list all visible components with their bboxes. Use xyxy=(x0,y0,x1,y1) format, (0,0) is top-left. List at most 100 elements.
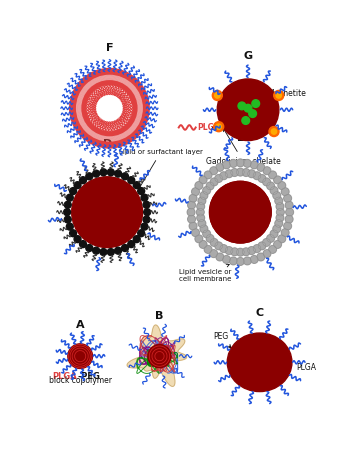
Circle shape xyxy=(275,197,283,205)
Circle shape xyxy=(189,222,197,230)
Text: Magnetite: Magnetite xyxy=(256,89,306,106)
Circle shape xyxy=(274,90,284,101)
Text: block copolymer: block copolymer xyxy=(49,376,112,385)
Circle shape xyxy=(276,214,284,222)
Circle shape xyxy=(263,178,270,186)
Circle shape xyxy=(70,188,77,195)
Circle shape xyxy=(270,187,278,194)
Circle shape xyxy=(64,202,71,208)
Ellipse shape xyxy=(227,333,292,392)
Circle shape xyxy=(281,229,289,236)
Circle shape xyxy=(278,235,286,243)
Circle shape xyxy=(138,188,145,195)
Circle shape xyxy=(63,209,71,216)
Circle shape xyxy=(269,246,276,253)
Circle shape xyxy=(197,214,205,222)
Circle shape xyxy=(269,171,276,179)
Circle shape xyxy=(204,246,212,253)
Circle shape xyxy=(68,344,92,369)
Circle shape xyxy=(188,202,195,209)
Circle shape xyxy=(209,181,271,243)
Circle shape xyxy=(72,177,142,247)
Text: Lipid vesicle or
cell membrane: Lipid vesicle or cell membrane xyxy=(179,264,231,282)
Circle shape xyxy=(143,202,150,208)
Circle shape xyxy=(199,241,207,248)
Text: F: F xyxy=(106,43,113,53)
Circle shape xyxy=(74,235,81,243)
Circle shape xyxy=(148,345,171,368)
Circle shape xyxy=(195,235,203,243)
Circle shape xyxy=(223,161,230,169)
Circle shape xyxy=(271,129,277,134)
Circle shape xyxy=(236,168,244,176)
Circle shape xyxy=(214,122,224,132)
Circle shape xyxy=(231,168,238,176)
Circle shape xyxy=(70,230,77,237)
Circle shape xyxy=(276,93,282,98)
Circle shape xyxy=(284,222,292,230)
Circle shape xyxy=(225,247,233,254)
Circle shape xyxy=(133,235,140,243)
Circle shape xyxy=(215,242,223,250)
Circle shape xyxy=(210,250,218,257)
Circle shape xyxy=(86,173,93,180)
Circle shape xyxy=(285,215,293,223)
Text: PLGA: PLGA xyxy=(287,357,316,372)
Circle shape xyxy=(250,161,258,169)
Circle shape xyxy=(206,235,214,242)
Circle shape xyxy=(197,202,205,210)
Text: –PEG: –PEG xyxy=(77,372,100,381)
Circle shape xyxy=(244,257,251,265)
Circle shape xyxy=(107,169,114,176)
Circle shape xyxy=(274,241,282,248)
Circle shape xyxy=(141,194,148,201)
Circle shape xyxy=(212,90,222,101)
Circle shape xyxy=(249,110,256,118)
Circle shape xyxy=(86,245,93,252)
Circle shape xyxy=(187,208,195,216)
Circle shape xyxy=(244,104,252,112)
Circle shape xyxy=(141,223,148,230)
Circle shape xyxy=(257,163,265,171)
Circle shape xyxy=(138,230,145,237)
Circle shape xyxy=(267,235,275,242)
Circle shape xyxy=(192,188,199,196)
Circle shape xyxy=(66,194,73,201)
Circle shape xyxy=(87,86,132,130)
Circle shape xyxy=(66,223,73,230)
Circle shape xyxy=(190,162,290,262)
Circle shape xyxy=(273,225,280,233)
Circle shape xyxy=(242,168,250,176)
Circle shape xyxy=(115,247,121,254)
Circle shape xyxy=(209,181,271,243)
Text: –PEG: –PEG xyxy=(212,123,233,132)
Circle shape xyxy=(192,229,199,236)
Circle shape xyxy=(216,124,221,129)
Circle shape xyxy=(198,219,206,227)
Circle shape xyxy=(236,159,244,167)
Circle shape xyxy=(203,230,210,238)
Circle shape xyxy=(100,249,107,256)
Circle shape xyxy=(286,208,294,216)
Circle shape xyxy=(216,253,224,261)
Circle shape xyxy=(229,160,237,167)
Text: D: D xyxy=(102,140,112,150)
Circle shape xyxy=(270,230,278,238)
Circle shape xyxy=(263,167,271,174)
Circle shape xyxy=(273,192,280,199)
Circle shape xyxy=(80,177,87,184)
Circle shape xyxy=(100,169,107,176)
Circle shape xyxy=(210,178,218,186)
Circle shape xyxy=(248,170,255,178)
Circle shape xyxy=(253,245,261,252)
Circle shape xyxy=(200,192,208,199)
Polygon shape xyxy=(127,325,187,386)
Circle shape xyxy=(196,208,204,216)
Circle shape xyxy=(258,174,266,182)
Circle shape xyxy=(269,127,279,136)
Circle shape xyxy=(278,182,286,190)
Circle shape xyxy=(64,216,71,223)
Circle shape xyxy=(238,102,246,110)
Circle shape xyxy=(199,176,207,184)
Circle shape xyxy=(80,241,87,247)
